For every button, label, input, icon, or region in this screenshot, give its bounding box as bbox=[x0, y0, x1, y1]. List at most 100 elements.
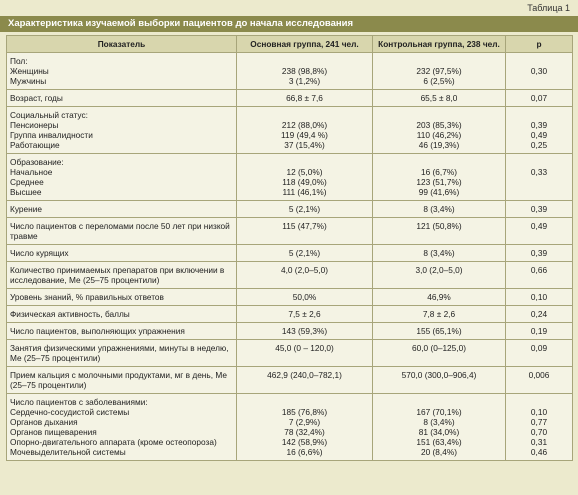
label-cell: Пенсионеры bbox=[6, 120, 237, 130]
value-cell: 212 (88,0%) bbox=[236, 120, 373, 130]
label-cell: Курение bbox=[6, 200, 237, 218]
value-cell: 143 (59,3%) bbox=[236, 322, 373, 340]
row-group: Пол: Женщины 238 (98,8%) 232 (97,5%) 0,30 Муж… bbox=[6, 52, 573, 90]
value-cell: 99 (41,6%) bbox=[372, 187, 506, 201]
value-cell: 3 (1,2%) bbox=[236, 76, 373, 90]
label-cell: Образование: bbox=[6, 153, 237, 167]
value-cell: 0,39 bbox=[505, 244, 573, 262]
table-row: Уровень знаний, % правильных ответов 50,0… bbox=[6, 288, 573, 306]
value-cell: 0,19 bbox=[505, 322, 573, 340]
value-cell: 16 (6,6%) bbox=[236, 447, 373, 461]
value-cell: 66,8 ± 7,6 bbox=[236, 89, 373, 107]
value-cell: 570,0 (300,0–906,4) bbox=[372, 366, 506, 394]
value-cell: 462,9 (240,0–782,1) bbox=[236, 366, 373, 394]
row-group: Количество принимаемых препаратов при вк… bbox=[6, 261, 573, 289]
value-cell: 3,0 (2,0–5,0) bbox=[372, 261, 506, 289]
value-cell: 0,39 bbox=[505, 200, 573, 218]
table-row: Органов дыхания 7 (2,9%) 8 (3,4%) 0,77 bbox=[6, 417, 573, 427]
label-cell: Возраст, годы bbox=[6, 89, 237, 107]
value-cell: 8 (3,4%) bbox=[372, 244, 506, 262]
value-cell: 123 (51,7%) bbox=[372, 177, 506, 187]
value-cell: 81 (34,0%) bbox=[372, 427, 506, 437]
value-cell bbox=[505, 153, 573, 167]
table-row: Группа инвалидности 119 (49,4 %) 110 (46,2… bbox=[6, 130, 573, 140]
value-cell: 111 (46,1%) bbox=[236, 187, 373, 201]
table-row: Количество принимаемых препаратов при вк… bbox=[6, 261, 573, 289]
value-cell: 6 (2,5%) bbox=[372, 76, 506, 90]
table-row: Социальный статус: bbox=[6, 106, 573, 120]
value-cell: 0,10 bbox=[505, 407, 573, 417]
table-row: Возраст, годы 66,8 ± 7,6 65,5 ± 8,0 0,07 bbox=[6, 89, 573, 107]
row-group: Курение 5 (2,1%) 8 (3,4%) 0,39 bbox=[6, 200, 573, 218]
table-row: Пол: bbox=[6, 52, 573, 66]
value-cell: 0,006 bbox=[505, 366, 573, 394]
label-cell: Начальное bbox=[6, 167, 237, 177]
value-cell bbox=[505, 177, 573, 187]
table-row: Число пациентов, выполняющих упражнения 1… bbox=[6, 322, 573, 340]
table-row: Опорно-двигательного аппарата (кроме ост… bbox=[6, 437, 573, 447]
value-cell: 60,0 (0–125,0) bbox=[372, 339, 506, 367]
label-cell: Среднее bbox=[6, 177, 237, 187]
value-cell: 7,8 ± 2,6 bbox=[372, 305, 506, 323]
row-group: Число пациентов с переломами после 50 ле… bbox=[6, 217, 573, 245]
value-cell: 65,5 ± 8,0 bbox=[372, 89, 506, 107]
value-cell: 0,33 bbox=[505, 167, 573, 177]
label-cell: Прием кальция с молочными продуктами, мг… bbox=[6, 366, 237, 394]
value-cell: 142 (58,9%) bbox=[236, 437, 373, 447]
table-row: Высшее 111 (46,1%) 99 (41,6%) bbox=[6, 187, 573, 201]
value-cell: 167 (70,1%) bbox=[372, 407, 506, 417]
row-group: Возраст, годы 66,8 ± 7,6 65,5 ± 8,0 0,07 bbox=[6, 89, 573, 107]
label-cell: Социальный статус: bbox=[6, 106, 237, 120]
value-cell bbox=[505, 52, 573, 66]
row-group: Образование: Начальное 12 (5,0%) 16 (6,7%) 0… bbox=[6, 153, 573, 201]
value-cell: 46 (19,3%) bbox=[372, 140, 506, 154]
value-cell: 37 (15,4%) bbox=[236, 140, 373, 154]
label-cell: Мужчины bbox=[6, 76, 237, 90]
table-row: Работающие 37 (15,4%) 46 (19,3%) 0,25 bbox=[6, 140, 573, 154]
value-cell: 0,07 bbox=[505, 89, 573, 107]
value-cell bbox=[236, 52, 373, 66]
label-cell: Мочевыделительной системы bbox=[6, 447, 237, 461]
value-cell bbox=[372, 393, 506, 407]
value-cell bbox=[372, 153, 506, 167]
value-cell: 12 (5,0%) bbox=[236, 167, 373, 177]
label-cell: Число пациентов с заболеваниями: bbox=[6, 393, 237, 407]
value-cell: 119 (49,4 %) bbox=[236, 130, 373, 140]
value-cell bbox=[505, 393, 573, 407]
table-row: Число курящих 5 (2,1%) 8 (3,4%) 0,39 bbox=[6, 244, 573, 262]
table-caption: Таблица 1 bbox=[527, 3, 570, 13]
label-cell: Физическая активность, баллы bbox=[6, 305, 237, 323]
table-row: Мужчины 3 (1,2%) 6 (2,5%) bbox=[6, 76, 573, 90]
value-cell: 20 (8,4%) bbox=[372, 447, 506, 461]
header-cell: Основная группа, 241 чел. bbox=[236, 35, 373, 53]
table-row: Начальное 12 (5,0%) 16 (6,7%) 0,33 bbox=[6, 167, 573, 177]
row-group: Прием кальция с молочными продуктами, мг… bbox=[6, 366, 573, 394]
label-cell: Сердечно-сосудистой системы bbox=[6, 407, 237, 417]
value-cell: 185 (76,8%) bbox=[236, 407, 373, 417]
value-cell: 0,66 bbox=[505, 261, 573, 289]
header-cell: p bbox=[505, 35, 573, 53]
table-row: Женщины 238 (98,8%) 232 (97,5%) 0,30 bbox=[6, 66, 573, 76]
value-cell: 45,0 (0 – 120,0) bbox=[236, 339, 373, 367]
table-row: Образование: bbox=[6, 153, 573, 167]
value-cell: 0,24 bbox=[505, 305, 573, 323]
row-group: Уровень знаний, % правильных ответов 50,0… bbox=[6, 288, 573, 306]
value-cell: 118 (49,0%) bbox=[236, 177, 373, 187]
value-cell bbox=[236, 106, 373, 120]
label-cell: Группа инвалидности bbox=[6, 130, 237, 140]
label-cell: Высшее bbox=[6, 187, 237, 201]
table-row: Органов пищеварения 78 (32,4%) 81 (34,0%) 0… bbox=[6, 427, 573, 437]
header-row: Показатель Основная группа, 241 чел. Контр… bbox=[6, 35, 573, 53]
label-cell: Уровень знаний, % правильных ответов bbox=[6, 288, 237, 306]
value-cell: 16 (6,7%) bbox=[372, 167, 506, 177]
value-cell: 7 (2,9%) bbox=[236, 417, 373, 427]
row-group: Число пациентов с заболеваниями: Сердечно… bbox=[6, 393, 573, 461]
value-cell: 238 (98,8%) bbox=[236, 66, 373, 76]
table-row: Пенсионеры 212 (88,0%) 203 (85,3%) 0,39 bbox=[6, 120, 573, 130]
value-cell: 232 (97,5%) bbox=[372, 66, 506, 76]
value-cell: 78 (32,4%) bbox=[236, 427, 373, 437]
value-cell: 0,49 bbox=[505, 217, 573, 245]
value-cell: 155 (65,1%) bbox=[372, 322, 506, 340]
row-group: Занятия физическими упражнениями, минуты… bbox=[6, 339, 573, 367]
value-cell: 121 (50,8%) bbox=[372, 217, 506, 245]
